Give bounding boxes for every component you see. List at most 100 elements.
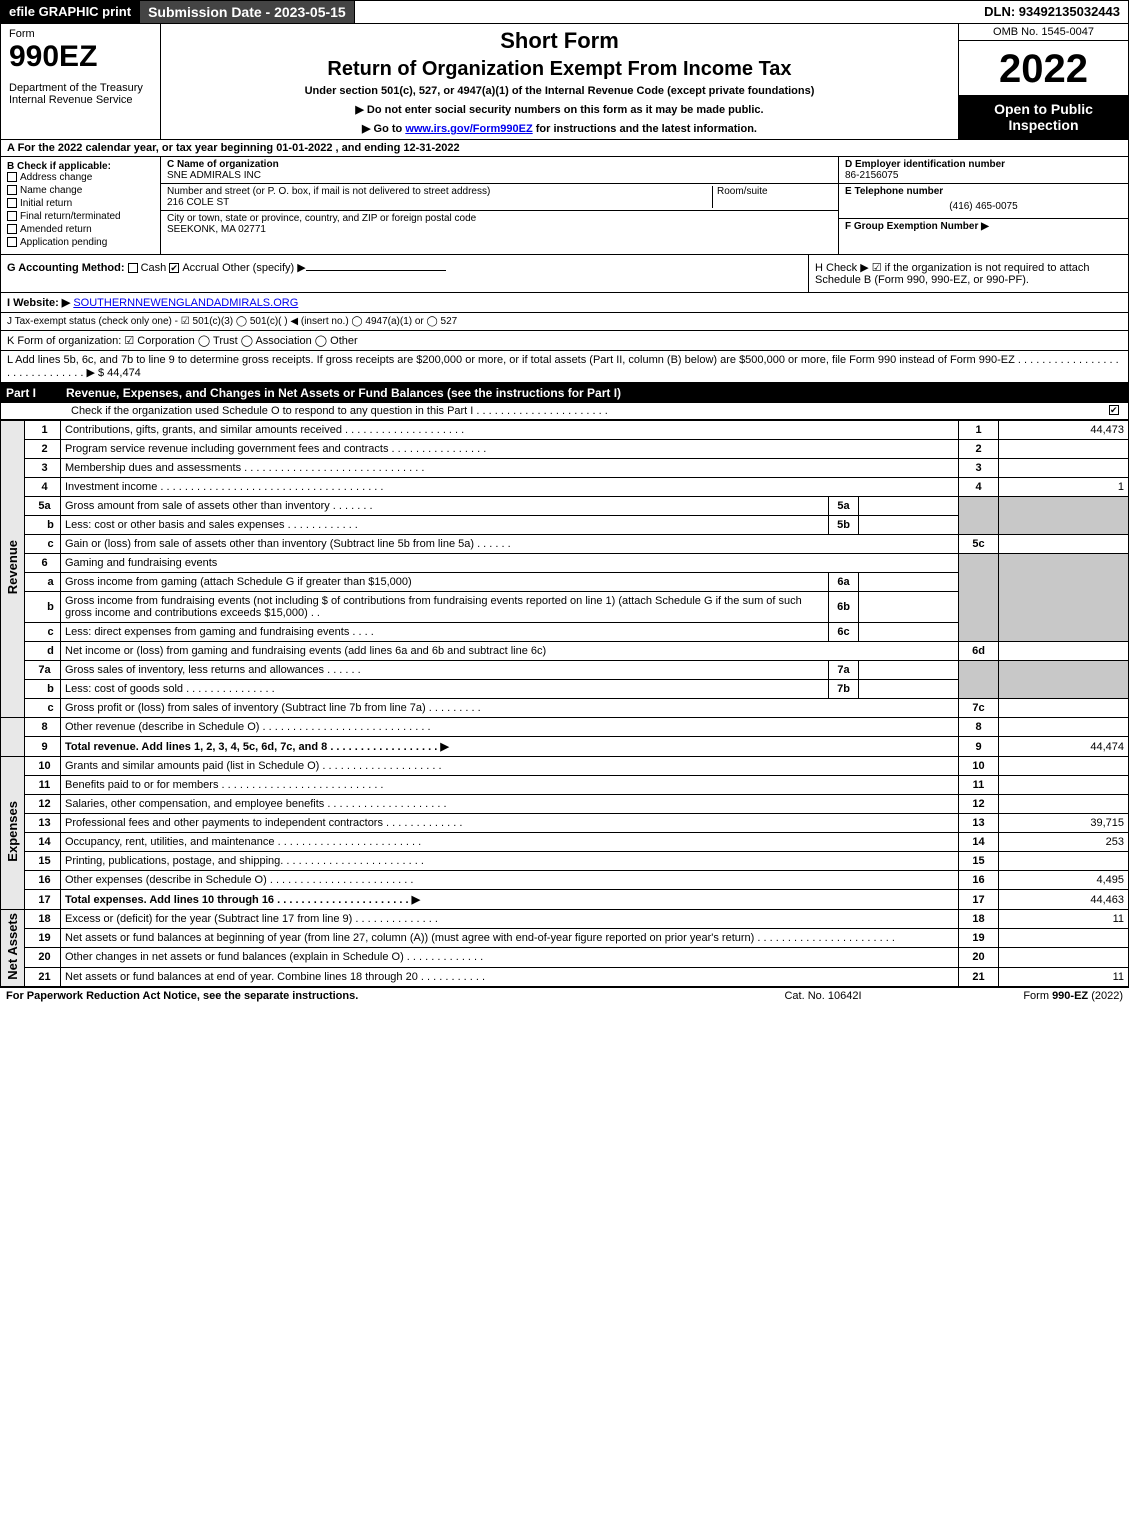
l21-val: 11: [999, 967, 1129, 986]
phone-label: E Telephone number: [845, 186, 943, 197]
cb-initial-return[interactable]: Initial return: [7, 198, 154, 209]
line-20: 20 Other changes in net assets or fund b…: [1, 948, 1129, 967]
l14-label: 14: [959, 833, 999, 852]
side-revenue: Revenue: [1, 421, 25, 718]
l4-val: 1: [999, 478, 1129, 497]
footer: For Paperwork Reduction Act Notice, see …: [0, 987, 1129, 1004]
group-exemption-label: F Group Exemption Number ▶: [845, 221, 989, 232]
l8-desc: Other revenue (describe in Schedule O) .…: [61, 718, 959, 737]
short-form-title: Short Form: [169, 28, 950, 54]
l1-val: 44,473: [999, 421, 1129, 440]
l7c-val: [999, 699, 1129, 718]
col-c: C Name of organization SNE ADMIRALS INC …: [161, 157, 838, 254]
l19-label: 19: [959, 929, 999, 948]
line-3: 3 Membership dues and assessments . . . …: [1, 459, 1129, 478]
part1-header: Part I Revenue, Expenses, and Changes in…: [0, 383, 1129, 403]
footer-right: Form 990-EZ (2022): [923, 990, 1123, 1002]
l18-num: 18: [25, 910, 61, 929]
l6b-desc: Gross income from fundraising events (no…: [61, 592, 829, 623]
header-center: Short Form Return of Organization Exempt…: [161, 24, 958, 139]
l6a-num: a: [25, 573, 61, 592]
l18-desc: Excess or (deficit) for the year (Subtra…: [61, 910, 959, 929]
part1-checkbox[interactable]: [1109, 405, 1119, 415]
return-subtitle: Under section 501(c), 527, or 4947(a)(1)…: [169, 85, 950, 97]
cb-final-return[interactable]: Final return/terminated: [7, 211, 154, 222]
l17-desc: Total expenses. Add lines 10 through 16 …: [61, 890, 959, 910]
top-bar: efile GRAPHIC print Submission Date - 20…: [0, 0, 1129, 24]
line-7c: c Gross profit or (loss) from sales of i…: [1, 699, 1129, 718]
g-other: Other (specify) ▶: [222, 262, 306, 274]
cb-amended-return[interactable]: Amended return: [7, 224, 154, 235]
street-label: Number and street (or P. O. box, if mail…: [167, 186, 490, 197]
dept-text: Department of the Treasury Internal Reve…: [9, 82, 152, 106]
l3-desc: Membership dues and assessments . . . . …: [61, 459, 959, 478]
l6-shade: [959, 554, 999, 642]
line-6d: d Net income or (loss) from gaming and f…: [1, 642, 1129, 661]
cb-address-change[interactable]: Address change: [7, 172, 154, 183]
part1-sub-text: Check if the organization used Schedule …: [71, 405, 608, 417]
l7b-subval: [859, 680, 959, 699]
l1-label: 1: [959, 421, 999, 440]
org-name-label: C Name of organization: [167, 159, 832, 170]
l17-num: 17: [25, 890, 61, 910]
row-k: K Form of organization: ☑ Corporation ◯ …: [0, 331, 1129, 351]
l7a-desc: Gross sales of inventory, less returns a…: [61, 661, 829, 680]
org-name: SNE ADMIRALS INC: [167, 170, 261, 181]
footer-left: For Paperwork Reduction Act Notice, see …: [6, 990, 723, 1002]
l6d-val: [999, 642, 1129, 661]
l4-label: 4: [959, 478, 999, 497]
part1-sub: Check if the organization used Schedule …: [0, 403, 1129, 420]
line-21: 21 Net assets or fund balances at end of…: [1, 967, 1129, 986]
cb-name-change[interactable]: Name change: [7, 185, 154, 196]
l7c-desc: Gross profit or (loss) from sales of inv…: [61, 699, 959, 718]
l15-desc: Printing, publications, postage, and shi…: [61, 852, 959, 871]
city: SEEKONK, MA 02771: [167, 224, 266, 235]
l10-num: 10: [25, 757, 61, 776]
line-17: 17 Total expenses. Add lines 10 through …: [1, 890, 1129, 910]
form-number: 990EZ: [9, 40, 152, 74]
col-b: B Check if applicable: Address change Na…: [1, 157, 161, 254]
l7b-sublabel: 7b: [829, 680, 859, 699]
cb-application-pending[interactable]: Application pending: [7, 237, 154, 248]
form-label: Form: [9, 28, 152, 40]
return-title: Return of Organization Exempt From Incom…: [169, 58, 950, 81]
l6a-sublabel: 6a: [829, 573, 859, 592]
l3-label: 3: [959, 459, 999, 478]
form-header: Form 990EZ Department of the Treasury In…: [0, 24, 1129, 140]
side-netassets: Net Assets: [1, 910, 25, 987]
l7a-num: 7a: [25, 661, 61, 680]
l15-val: [999, 852, 1129, 871]
group-exemption-row: F Group Exemption Number ▶: [839, 219, 1128, 234]
irs-link[interactable]: www.irs.gov/Form990EZ: [405, 123, 532, 135]
l12-desc: Salaries, other compensation, and employ…: [61, 795, 959, 814]
l5c-label: 5c: [959, 535, 999, 554]
ein-val: 86-2156075: [845, 170, 898, 181]
g-label: G Accounting Method:: [7, 262, 125, 274]
website-link[interactable]: SOUTHERNNEWENGLANDADMIRALS.ORG: [73, 297, 298, 309]
l4-desc: Investment income . . . . . . . . . . . …: [61, 478, 959, 497]
omb-number: OMB No. 1545-0047: [959, 24, 1128, 41]
revenue-table: Revenue 1 Contributions, gifts, grants, …: [0, 420, 1129, 987]
l17-label: 17: [959, 890, 999, 910]
l11-desc: Benefits paid to or for members . . . . …: [61, 776, 959, 795]
l6c-num: c: [25, 623, 61, 642]
line-1: Revenue 1 Contributions, gifts, grants, …: [1, 421, 1129, 440]
l16-label: 16: [959, 871, 999, 890]
l10-label: 10: [959, 757, 999, 776]
l12-num: 12: [25, 795, 61, 814]
street: 216 COLE ST: [167, 197, 229, 208]
instruction-1: ▶ Do not enter social security numbers o…: [169, 103, 950, 116]
l5b-desc: Less: cost or other basis and sales expe…: [61, 516, 829, 535]
g-accrual: Accrual: [182, 262, 219, 274]
line-5a: 5a Gross amount from sale of assets othe…: [1, 497, 1129, 516]
l6d-num: d: [25, 642, 61, 661]
l9-desc: Total revenue. Add lines 1, 2, 3, 4, 5c,…: [61, 737, 959, 757]
row-gh: G Accounting Method: Cash Accrual Other …: [0, 255, 1129, 293]
l2-label: 2: [959, 440, 999, 459]
line-18: Net Assets 18 Excess or (deficit) for th…: [1, 910, 1129, 929]
info-grid: B Check if applicable: Address change Na…: [0, 157, 1129, 255]
l16-val: 4,495: [999, 871, 1129, 890]
phone-row: E Telephone number (416) 465-0075: [839, 184, 1128, 219]
dln: DLN: 93492135032443: [976, 1, 1128, 23]
l5ab-shade-val: [999, 497, 1129, 535]
